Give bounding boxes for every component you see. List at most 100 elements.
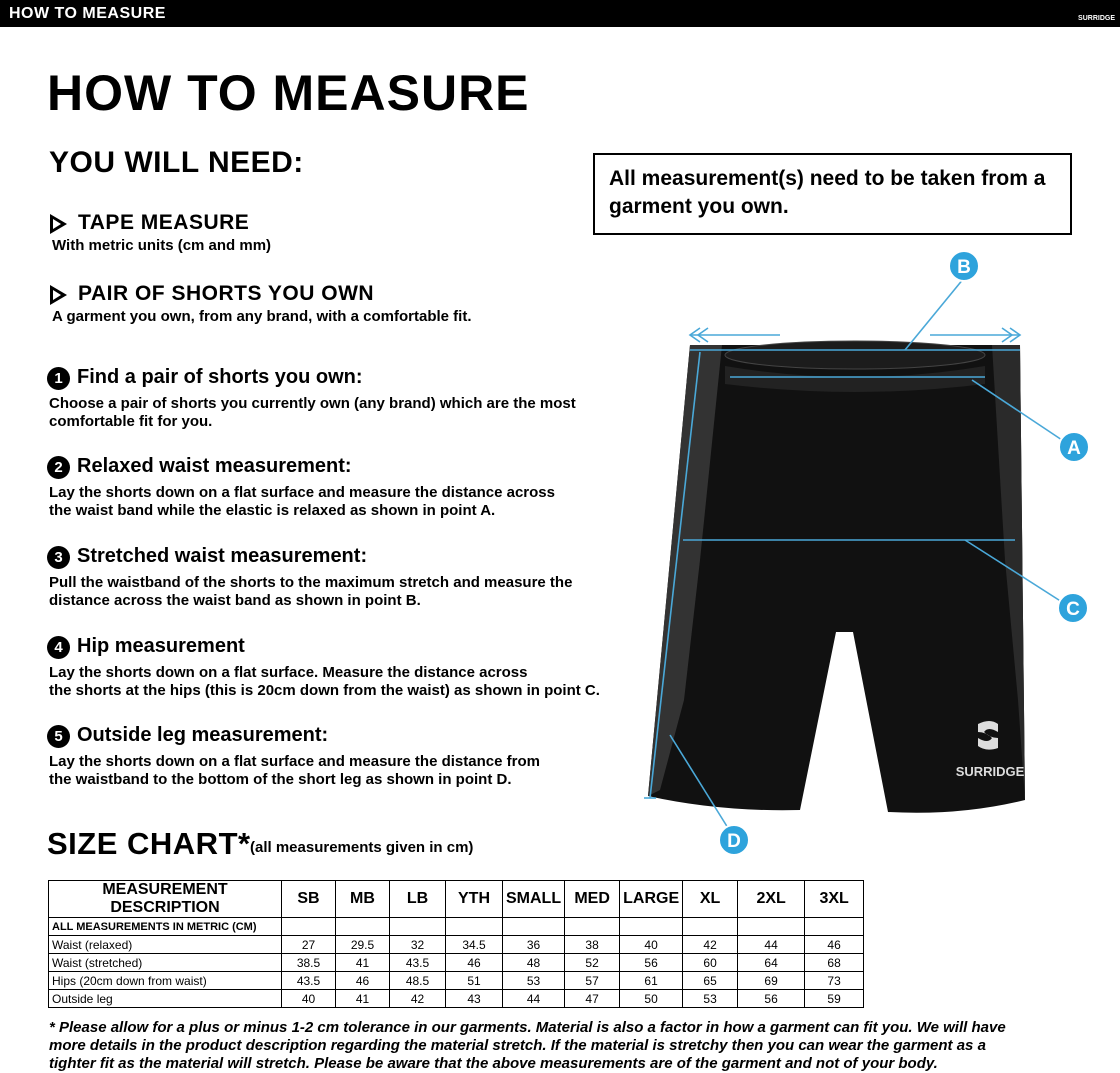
value-cell: 50 <box>619 989 684 1008</box>
side-panel <box>992 345 1025 800</box>
value-cell: 53 <box>682 989 739 1008</box>
empty-cell <box>389 917 446 936</box>
row-label: Waist (stretched) <box>48 953 282 972</box>
step-text: Lay the shorts down on a flat surface an… <box>49 753 540 770</box>
header-cell: LB <box>389 880 446 918</box>
header-cell: 2XL <box>737 880 806 918</box>
empty-cell <box>804 917 865 936</box>
point-label: B <box>957 257 971 278</box>
value-cell: 59 <box>804 989 865 1008</box>
value-cell: 48 <box>501 953 566 972</box>
step-title: Relaxed waist measurement: <box>77 455 352 477</box>
step-title: Find a pair of shorts you own: <box>77 366 363 388</box>
step-number: 2 <box>47 456 70 479</box>
step-number: 5 <box>47 725 70 748</box>
header-cell: SB <box>281 880 336 918</box>
value-cell: 56 <box>737 989 806 1008</box>
footnote-line: * Please allow for a plus or minus 1-2 c… <box>49 1019 1006 1036</box>
value-cell: 69 <box>737 971 806 990</box>
step-title: Outside leg measurement: <box>77 724 329 746</box>
empty-cell <box>564 917 621 936</box>
point-marker <box>718 824 750 856</box>
value-cell: 27 <box>281 935 336 954</box>
shorts-diagram: SURRIDGE A B C D <box>644 250 1090 856</box>
header-cell: LARGE <box>619 880 684 918</box>
step-text: comfortable fit for you. <box>49 413 213 430</box>
value-cell: 40 <box>619 935 684 954</box>
value-cell: 64 <box>737 953 806 972</box>
step-text: the waistband to the bottom of the short… <box>49 771 512 788</box>
value-cell: 46 <box>335 971 390 990</box>
section-row: ALL MEASUREMENTS IN METRIC (CM) <box>48 917 865 936</box>
points: A B C D <box>718 250 1090 856</box>
value-cell: 41 <box>335 989 390 1008</box>
section-cell: ALL MEASUREMENTS IN METRIC (CM) <box>48 917 282 936</box>
value-cell: 38.5 <box>281 953 336 972</box>
header-cell: XL <box>682 880 739 918</box>
asterisk: * <box>238 826 251 861</box>
page-title: HOW TO MEASURE <box>47 65 530 121</box>
value-cell: 60 <box>682 953 739 972</box>
step-title: Stretched waist measurement: <box>77 545 368 567</box>
step-text: Choose a pair of shorts you currently ow… <box>49 395 576 412</box>
value-cell: 43 <box>445 989 503 1008</box>
value-cell: 44 <box>501 989 566 1008</box>
brand-logo: SURRIDGE <box>1078 15 1115 22</box>
step-text: distance across the waist band as shown … <box>49 592 421 609</box>
step-text: Lay the shorts down on a flat surface an… <box>49 484 555 501</box>
step-number: 1 <box>47 367 70 390</box>
footnote-line: more details in the product description … <box>49 1037 986 1054</box>
need-item-title: TAPE MEASURE <box>78 211 250 234</box>
point-marker <box>1058 431 1090 463</box>
empty-cell <box>281 917 336 936</box>
step-text: the shorts at the hips (this is 20cm dow… <box>49 682 600 699</box>
value-cell: 61 <box>619 971 684 990</box>
header-cell: MED <box>564 880 621 918</box>
point-label: A <box>1067 438 1081 459</box>
bullet-arrow <box>50 285 67 305</box>
value-cell: 34.5 <box>445 935 503 954</box>
header-cell: SMALL <box>501 880 566 918</box>
waistband <box>725 366 985 392</box>
note-box: All measurement(s) need to be taken from… <box>593 153 1072 235</box>
value-cell: 32 <box>389 935 446 954</box>
need-item-text: A garment you own, from any brand, with … <box>52 308 472 325</box>
size-table: MEASUREMENT DESCRIPTION SB MB LB YTH SMALL MED… <box>48 880 865 1008</box>
data-row: Waist (relaxed) 27 29.5 32 34.5 36 38 40 42 44 46 <box>48 935 865 954</box>
row-label: Hips (20cm down from waist) <box>48 971 282 990</box>
need-item-text: With metric units (cm and mm) <box>52 237 272 254</box>
value-cell: 46 <box>445 953 503 972</box>
header-row: MEASUREMENT DESCRIPTION SB MB LB YTH SMALL MED… <box>48 880 865 918</box>
value-cell: 29.5 <box>335 935 390 954</box>
value-cell: 43.5 <box>389 953 446 972</box>
point-marker <box>1057 592 1089 624</box>
shorts-brand: SURRIDGE <box>956 764 1025 779</box>
side-panel <box>648 345 722 796</box>
value-cell: 38 <box>564 935 621 954</box>
row-label: Outside leg <box>48 989 282 1008</box>
empty-cell <box>619 917 684 936</box>
value-cell: 48.5 <box>389 971 446 990</box>
value-cell: 68 <box>804 953 865 972</box>
data-row: Waist (stretched) 38.5 41 43.5 46 48 52 56 60 64 6… <box>48 953 865 972</box>
value-cell: 43.5 <box>281 971 336 990</box>
waistband <box>724 340 986 370</box>
empty-cell <box>682 917 739 936</box>
step-title: Hip measurement <box>77 635 245 657</box>
step-text: Lay the shorts down on a flat surface. M… <box>49 664 528 681</box>
step-number: 3 <box>47 546 70 569</box>
need-title: YOU WILL NEED: <box>49 146 304 179</box>
value-cell: 36 <box>501 935 566 954</box>
top-bar-title: HOW TO MEASURE <box>9 5 166 22</box>
data-row: Outside leg 40 41 42 43 44 47 50 53 56 59 <box>48 989 865 1008</box>
measure-lines <box>644 277 1063 829</box>
size-chart-title-text: SIZE CHART <box>47 826 238 861</box>
step-text: the waist band while the elastic is rela… <box>49 502 496 519</box>
point-label: C <box>1066 599 1080 620</box>
point-label: D <box>727 831 741 852</box>
value-cell: 47 <box>564 989 621 1008</box>
shorts <box>648 345 1025 813</box>
value-cell: 40 <box>281 989 336 1008</box>
value-cell: 44 <box>737 935 806 954</box>
